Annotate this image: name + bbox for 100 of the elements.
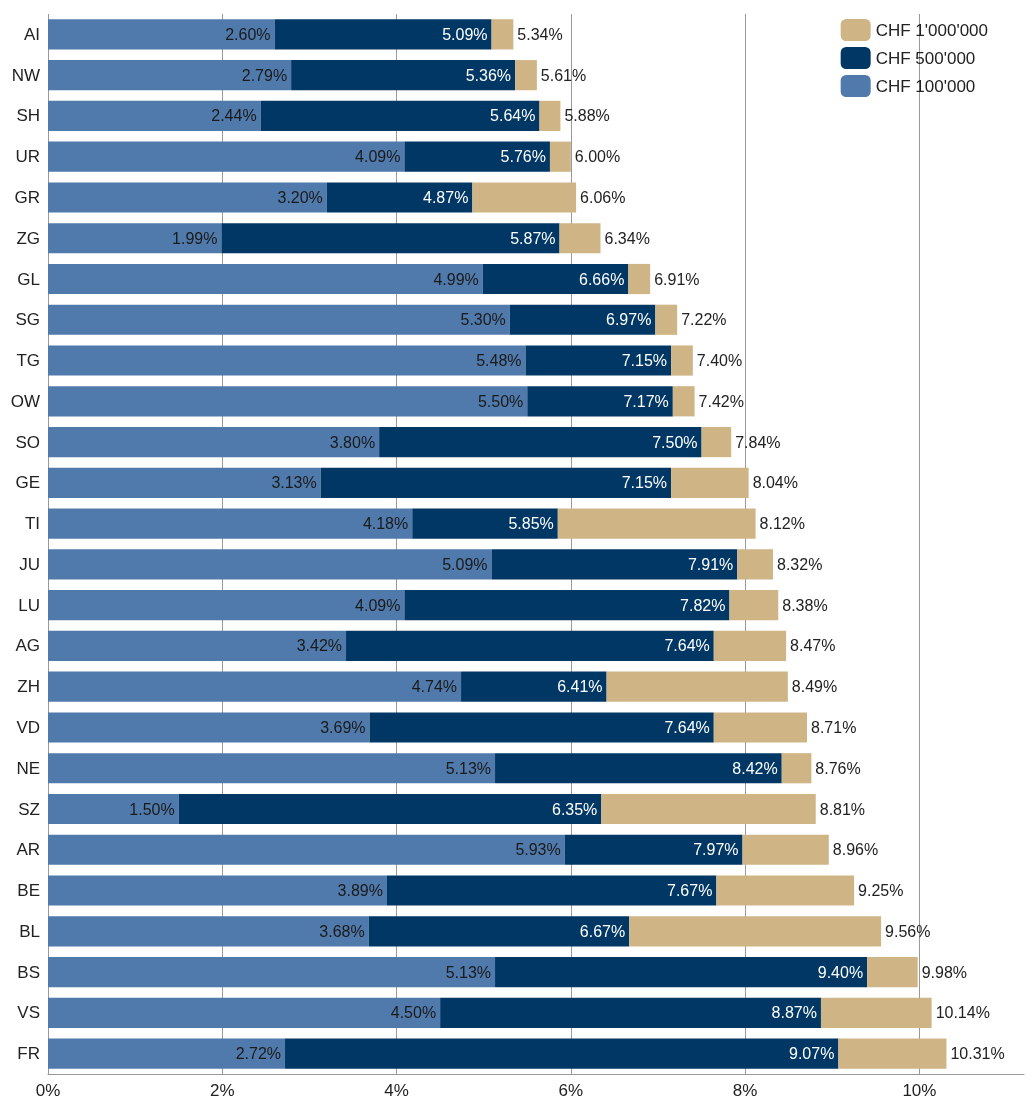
y-tick-label: AG bbox=[15, 636, 40, 656]
y-tick-label: SZ bbox=[18, 799, 40, 819]
annotation: 7.15% bbox=[621, 474, 668, 492]
y-tick-label: GL bbox=[17, 269, 40, 289]
data-label: 5.48% bbox=[476, 352, 522, 370]
data-label: 2.44% bbox=[211, 107, 257, 125]
bar bbox=[440, 997, 821, 1028]
bar bbox=[379, 426, 702, 458]
bar bbox=[48, 793, 179, 825]
bar bbox=[404, 141, 550, 172]
bar bbox=[509, 304, 656, 335]
data-label: 3.20% bbox=[277, 188, 323, 206]
bar bbox=[48, 549, 492, 580]
y-tick-label: BL bbox=[19, 921, 40, 941]
annotation: 4.87% bbox=[423, 188, 469, 206]
bar bbox=[482, 263, 629, 295]
bar bbox=[291, 60, 516, 91]
total-label: 7.22% bbox=[681, 311, 727, 329]
y-tick-label: VS bbox=[17, 1003, 40, 1023]
y-tick-label: GR bbox=[14, 187, 40, 207]
bar bbox=[48, 630, 347, 662]
data-label: 3.68% bbox=[319, 922, 365, 940]
bar bbox=[629, 916, 882, 947]
bar bbox=[606, 671, 788, 702]
bar bbox=[655, 304, 678, 335]
legend-label: CHF 1'000'000 bbox=[875, 20, 989, 40]
y-tick-label: AI bbox=[23, 24, 40, 44]
data-label: 5.30% bbox=[460, 311, 506, 329]
bar bbox=[671, 345, 693, 376]
data-label: 4.18% bbox=[362, 515, 409, 533]
bar bbox=[48, 60, 292, 91]
y-tick-label: JU bbox=[19, 554, 40, 574]
bar bbox=[404, 590, 730, 621]
annotation: 5.64% bbox=[490, 107, 536, 125]
bar bbox=[48, 753, 496, 784]
bar bbox=[48, 1038, 286, 1069]
annotation: 6.41% bbox=[557, 678, 603, 696]
y-tick-label: LU bbox=[18, 595, 40, 615]
legend-label: CHF 500'000 bbox=[875, 48, 976, 68]
data-label: 4.74% bbox=[411, 678, 458, 696]
total-label: 9.98% bbox=[921, 963, 968, 981]
data-label: 3.89% bbox=[337, 882, 383, 900]
data-label: 5.09% bbox=[442, 555, 488, 573]
y-tick-label: UR bbox=[15, 147, 40, 167]
total-label: 8.12% bbox=[759, 515, 805, 533]
data-label: 4.50% bbox=[390, 1004, 437, 1022]
bar bbox=[412, 508, 558, 539]
total-label: 8.81% bbox=[819, 800, 866, 818]
y-tick-label: NW bbox=[11, 65, 40, 85]
bar bbox=[838, 1038, 947, 1069]
bar bbox=[515, 60, 537, 91]
bar bbox=[491, 549, 738, 580]
bar bbox=[48, 916, 369, 947]
annotation: 7.67% bbox=[667, 882, 713, 900]
y-tick-label: SH bbox=[16, 106, 40, 126]
bar bbox=[48, 182, 327, 213]
total-label: 8.76% bbox=[815, 759, 861, 777]
x-tick-label: 2% bbox=[210, 1081, 235, 1100]
bar bbox=[701, 426, 732, 458]
x-tick-label: 0% bbox=[35, 1081, 61, 1100]
annotation: 6.67% bbox=[579, 922, 626, 940]
annotation: 8.87% bbox=[771, 1004, 817, 1022]
y-tick-label: SO bbox=[15, 432, 40, 452]
bar bbox=[48, 19, 275, 50]
y-tick-label: NE bbox=[16, 758, 40, 778]
bar bbox=[48, 712, 370, 743]
total-label: 7.40% bbox=[696, 352, 743, 370]
total-label: 7.84% bbox=[735, 433, 781, 451]
x-tick-label: 6% bbox=[558, 1081, 584, 1100]
bar bbox=[368, 916, 630, 947]
annotation: 5.36% bbox=[465, 66, 512, 84]
bar bbox=[320, 467, 672, 498]
bar bbox=[48, 590, 405, 621]
total-label: 8.96% bbox=[832, 841, 879, 859]
data-label: 2.60% bbox=[225, 25, 271, 43]
bar bbox=[564, 834, 743, 865]
total-label: 8.49% bbox=[791, 678, 838, 696]
bar bbox=[48, 100, 261, 132]
total-label: 6.34% bbox=[604, 229, 650, 247]
total-label: 7.42% bbox=[698, 392, 744, 410]
bar bbox=[671, 467, 749, 498]
annotation: 6.66% bbox=[579, 270, 625, 288]
bar bbox=[781, 753, 812, 784]
data-label: 2.79% bbox=[241, 66, 288, 84]
y-tick-label: ZG bbox=[16, 228, 40, 248]
data-label: 5.93% bbox=[515, 841, 561, 859]
bar bbox=[737, 549, 774, 580]
total-label: 6.91% bbox=[654, 270, 700, 288]
bar bbox=[557, 508, 756, 539]
total-label: 6.00% bbox=[574, 148, 621, 166]
bar bbox=[48, 956, 496, 988]
y-tick-label: AR bbox=[16, 840, 40, 860]
total-label: 8.04% bbox=[752, 474, 798, 492]
data-label: 5.13% bbox=[445, 759, 492, 777]
x-tick-label: 8% bbox=[732, 1081, 758, 1100]
y-tick-label: VD bbox=[16, 717, 40, 737]
bar bbox=[472, 182, 577, 213]
bar bbox=[274, 19, 492, 50]
bar bbox=[601, 793, 816, 825]
bar bbox=[48, 263, 483, 295]
